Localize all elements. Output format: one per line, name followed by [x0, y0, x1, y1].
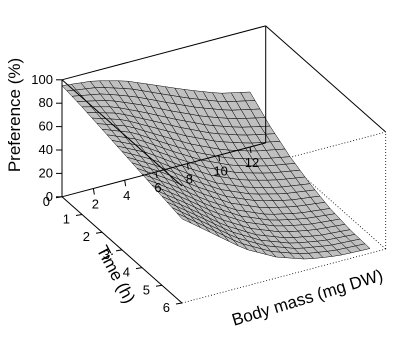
y-tick-label: 6: [163, 300, 170, 315]
x-axis-label: Body mass (mg DW): [230, 266, 386, 330]
y-tick: [55, 196, 63, 199]
x-tick: [124, 180, 127, 187]
y-tick: [135, 267, 143, 270]
z-axis: 0 20 40 60 80 100: [31, 72, 62, 204]
surface-mesh: [61, 80, 371, 260]
x-tick-label: 12: [245, 155, 259, 170]
x-tick: [218, 155, 221, 162]
x-tick-label: 8: [186, 172, 193, 187]
box-edge-hidden: [181, 248, 386, 304]
z-tick-label: 20: [39, 165, 53, 180]
y-tick-label: 3: [103, 247, 110, 262]
y-tick: [95, 231, 103, 234]
y-tick-label: 1: [63, 212, 70, 227]
surface-facet: [355, 243, 371, 251]
y-tick-label: 0: [43, 194, 50, 209]
y-tick: [115, 249, 123, 252]
y-tick: [155, 284, 163, 287]
x-tick: [92, 188, 95, 195]
x-axis: 2 4 6 8 10 12: [92, 146, 259, 212]
y-tick-label: 4: [123, 265, 130, 280]
x-tick-label: 10: [213, 163, 227, 178]
x-tick-label: 6: [154, 180, 161, 195]
z-tick-label: 80: [39, 95, 53, 110]
y-tick: [175, 302, 183, 305]
x-tick-label: 4: [123, 188, 130, 203]
y-tick: [75, 214, 83, 216]
x-tick-label: 2: [92, 197, 99, 212]
box-edge: [265, 25, 387, 133]
z-tick-label: 0: [46, 189, 53, 204]
z-tick-label: 40: [39, 142, 53, 157]
z-tick-label: 100: [31, 72, 53, 87]
z-tick-label: 60: [39, 119, 53, 134]
x-tick: [249, 146, 252, 154]
x-tick: [155, 171, 158, 178]
x-tick: [186, 163, 189, 170]
y-axis-label: Time (h): [93, 242, 139, 306]
y-tick-label: 2: [83, 229, 90, 244]
box-edge: [61, 25, 266, 81]
y-tick-label: 5: [143, 282, 150, 297]
z-axis-label: Preference (%): [5, 58, 24, 172]
box-edge: [61, 79, 183, 187]
